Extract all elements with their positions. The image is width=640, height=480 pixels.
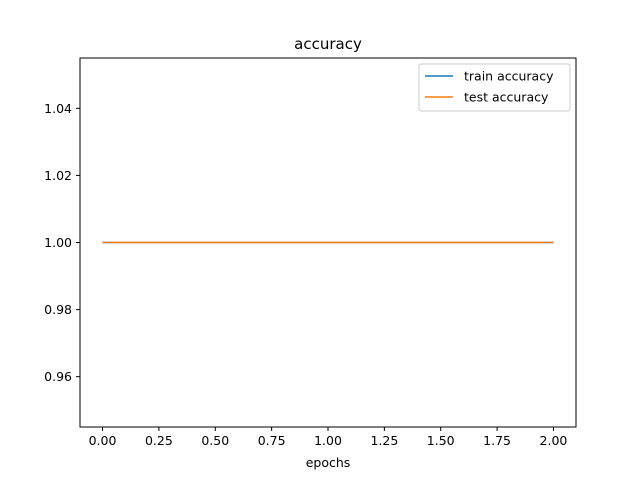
chart-title: accuracy [294,35,362,53]
x-tick-label: 0.75 [258,433,286,448]
legend: train accuracy test accuracy [418,63,571,112]
x-tick-label: 0.25 [145,433,173,448]
x-tick-label: 0.00 [89,433,117,448]
x-tick-label: 1.00 [314,433,342,448]
x-tick-label: 2.00 [540,433,568,448]
legend-box [418,63,571,112]
y-tick-label: 1.04 [44,101,72,116]
y-axis: 0.96 0.98 1.00 1.02 1.04 [44,101,80,384]
x-tick-label: 1.25 [370,433,398,448]
legend-label: test accuracy [464,90,549,105]
y-tick-label: 1.02 [44,168,72,183]
y-tick-label: 0.98 [44,302,72,317]
x-tick-label: 0.50 [201,433,229,448]
y-tick-label: 1.00 [44,235,72,250]
y-tick-label: 0.96 [44,369,72,384]
x-axis: 0.00 0.25 0.50 0.75 1.00 1.25 1.50 1.75 2.00 [89,427,568,448]
x-tick-label: 1.50 [427,433,455,448]
x-axis-label: epochs [306,455,351,470]
x-tick-label: 1.75 [483,433,511,448]
legend-label: train accuracy [464,69,554,84]
